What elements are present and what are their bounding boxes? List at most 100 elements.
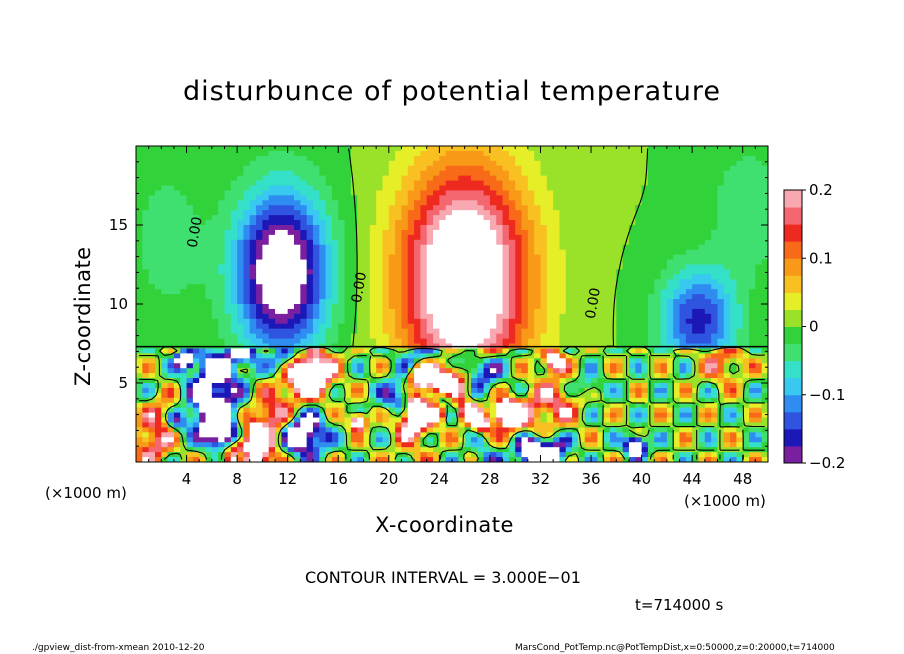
field-cell — [546, 274, 554, 280]
field-cell — [382, 338, 390, 345]
field-cell — [483, 387, 491, 394]
field-cell — [452, 195, 459, 201]
field-cell — [610, 353, 617, 359]
field-cell — [224, 373, 232, 379]
field-cell — [515, 185, 523, 192]
field-cell — [256, 190, 263, 196]
field-cell — [426, 170, 434, 177]
field-cell — [192, 259, 200, 266]
field-cell — [704, 373, 712, 379]
field-cell — [470, 220, 478, 226]
field-cell — [527, 284, 535, 290]
field-cell — [647, 165, 655, 172]
field-cell — [628, 264, 636, 271]
field-cell — [711, 239, 719, 246]
field-cell — [180, 249, 188, 256]
field-cell — [666, 308, 674, 315]
field-cell — [591, 294, 598, 300]
field-cell — [218, 264, 226, 271]
field-cell — [685, 294, 693, 300]
field-cell — [350, 234, 358, 241]
field-cell — [369, 294, 377, 300]
field-cell — [388, 299, 396, 305]
field-cell — [205, 160, 213, 167]
field-cell — [173, 328, 181, 335]
field-cell — [610, 225, 617, 231]
field-cell — [281, 304, 289, 310]
field-cell — [407, 358, 415, 364]
field-cell — [294, 200, 301, 206]
field-cell — [388, 378, 396, 384]
field-cell — [180, 289, 188, 295]
field-cell — [761, 294, 768, 300]
field-cell — [616, 200, 624, 206]
field-cell — [591, 299, 598, 305]
field-cell — [154, 185, 162, 192]
field-cell — [401, 180, 409, 187]
field-cell — [357, 328, 365, 335]
field-cell — [287, 205, 295, 211]
field-cell — [565, 313, 573, 320]
field-cell — [205, 155, 213, 162]
field-cell — [736, 170, 744, 177]
field-cell — [635, 190, 643, 196]
field-cell — [559, 333, 567, 340]
field-cell — [439, 387, 447, 394]
field-cell — [565, 304, 573, 310]
field-cell — [312, 358, 320, 364]
field-cell — [300, 387, 308, 394]
field-cell — [515, 338, 523, 345]
field-cell — [237, 259, 245, 266]
field-cell — [199, 338, 207, 345]
field-cell — [553, 368, 561, 374]
field-cell — [761, 373, 768, 379]
field-cell — [546, 363, 554, 369]
field-cell — [281, 190, 289, 196]
field-cell — [407, 353, 415, 359]
field-cell — [597, 358, 605, 364]
field-cell — [742, 308, 750, 315]
field-cell — [388, 220, 396, 226]
field-cell — [761, 274, 768, 280]
field-cell — [357, 165, 365, 172]
field-cell — [736, 254, 744, 261]
field-cell — [685, 279, 693, 285]
field-cell — [262, 338, 270, 345]
field-cell — [420, 220, 428, 226]
field-cell — [730, 373, 737, 379]
field-cell — [344, 274, 352, 280]
field-cell — [470, 378, 478, 384]
field-cell — [281, 225, 289, 231]
field-cell — [312, 200, 320, 206]
field-cell — [685, 215, 693, 221]
field-cell — [319, 313, 327, 320]
field-cell — [515, 323, 523, 330]
field-cell — [256, 229, 263, 236]
field-cell — [755, 289, 763, 295]
field-cell — [572, 358, 579, 364]
field-cell — [666, 155, 674, 162]
field-cell — [300, 304, 308, 310]
field-cell — [647, 284, 655, 290]
field-cell — [395, 333, 403, 340]
field-cell — [287, 269, 295, 275]
field-cell — [483, 318, 491, 325]
field-cell — [597, 205, 605, 211]
field-cell — [369, 284, 377, 290]
field-cell — [685, 259, 693, 266]
field-cell — [616, 234, 624, 241]
field-cell — [192, 150, 200, 157]
field-cell — [363, 387, 371, 394]
field-cell — [489, 220, 497, 226]
field-cell — [426, 299, 434, 305]
field-cell — [610, 299, 617, 305]
field-cell — [363, 358, 371, 364]
field-cell — [534, 323, 542, 330]
field-cell — [338, 175, 346, 182]
field-cell — [565, 229, 573, 236]
field-cell — [148, 279, 156, 285]
field-cell — [230, 239, 238, 246]
field-cell — [755, 190, 763, 196]
field-cell — [344, 284, 352, 290]
field-cell — [673, 348, 681, 354]
